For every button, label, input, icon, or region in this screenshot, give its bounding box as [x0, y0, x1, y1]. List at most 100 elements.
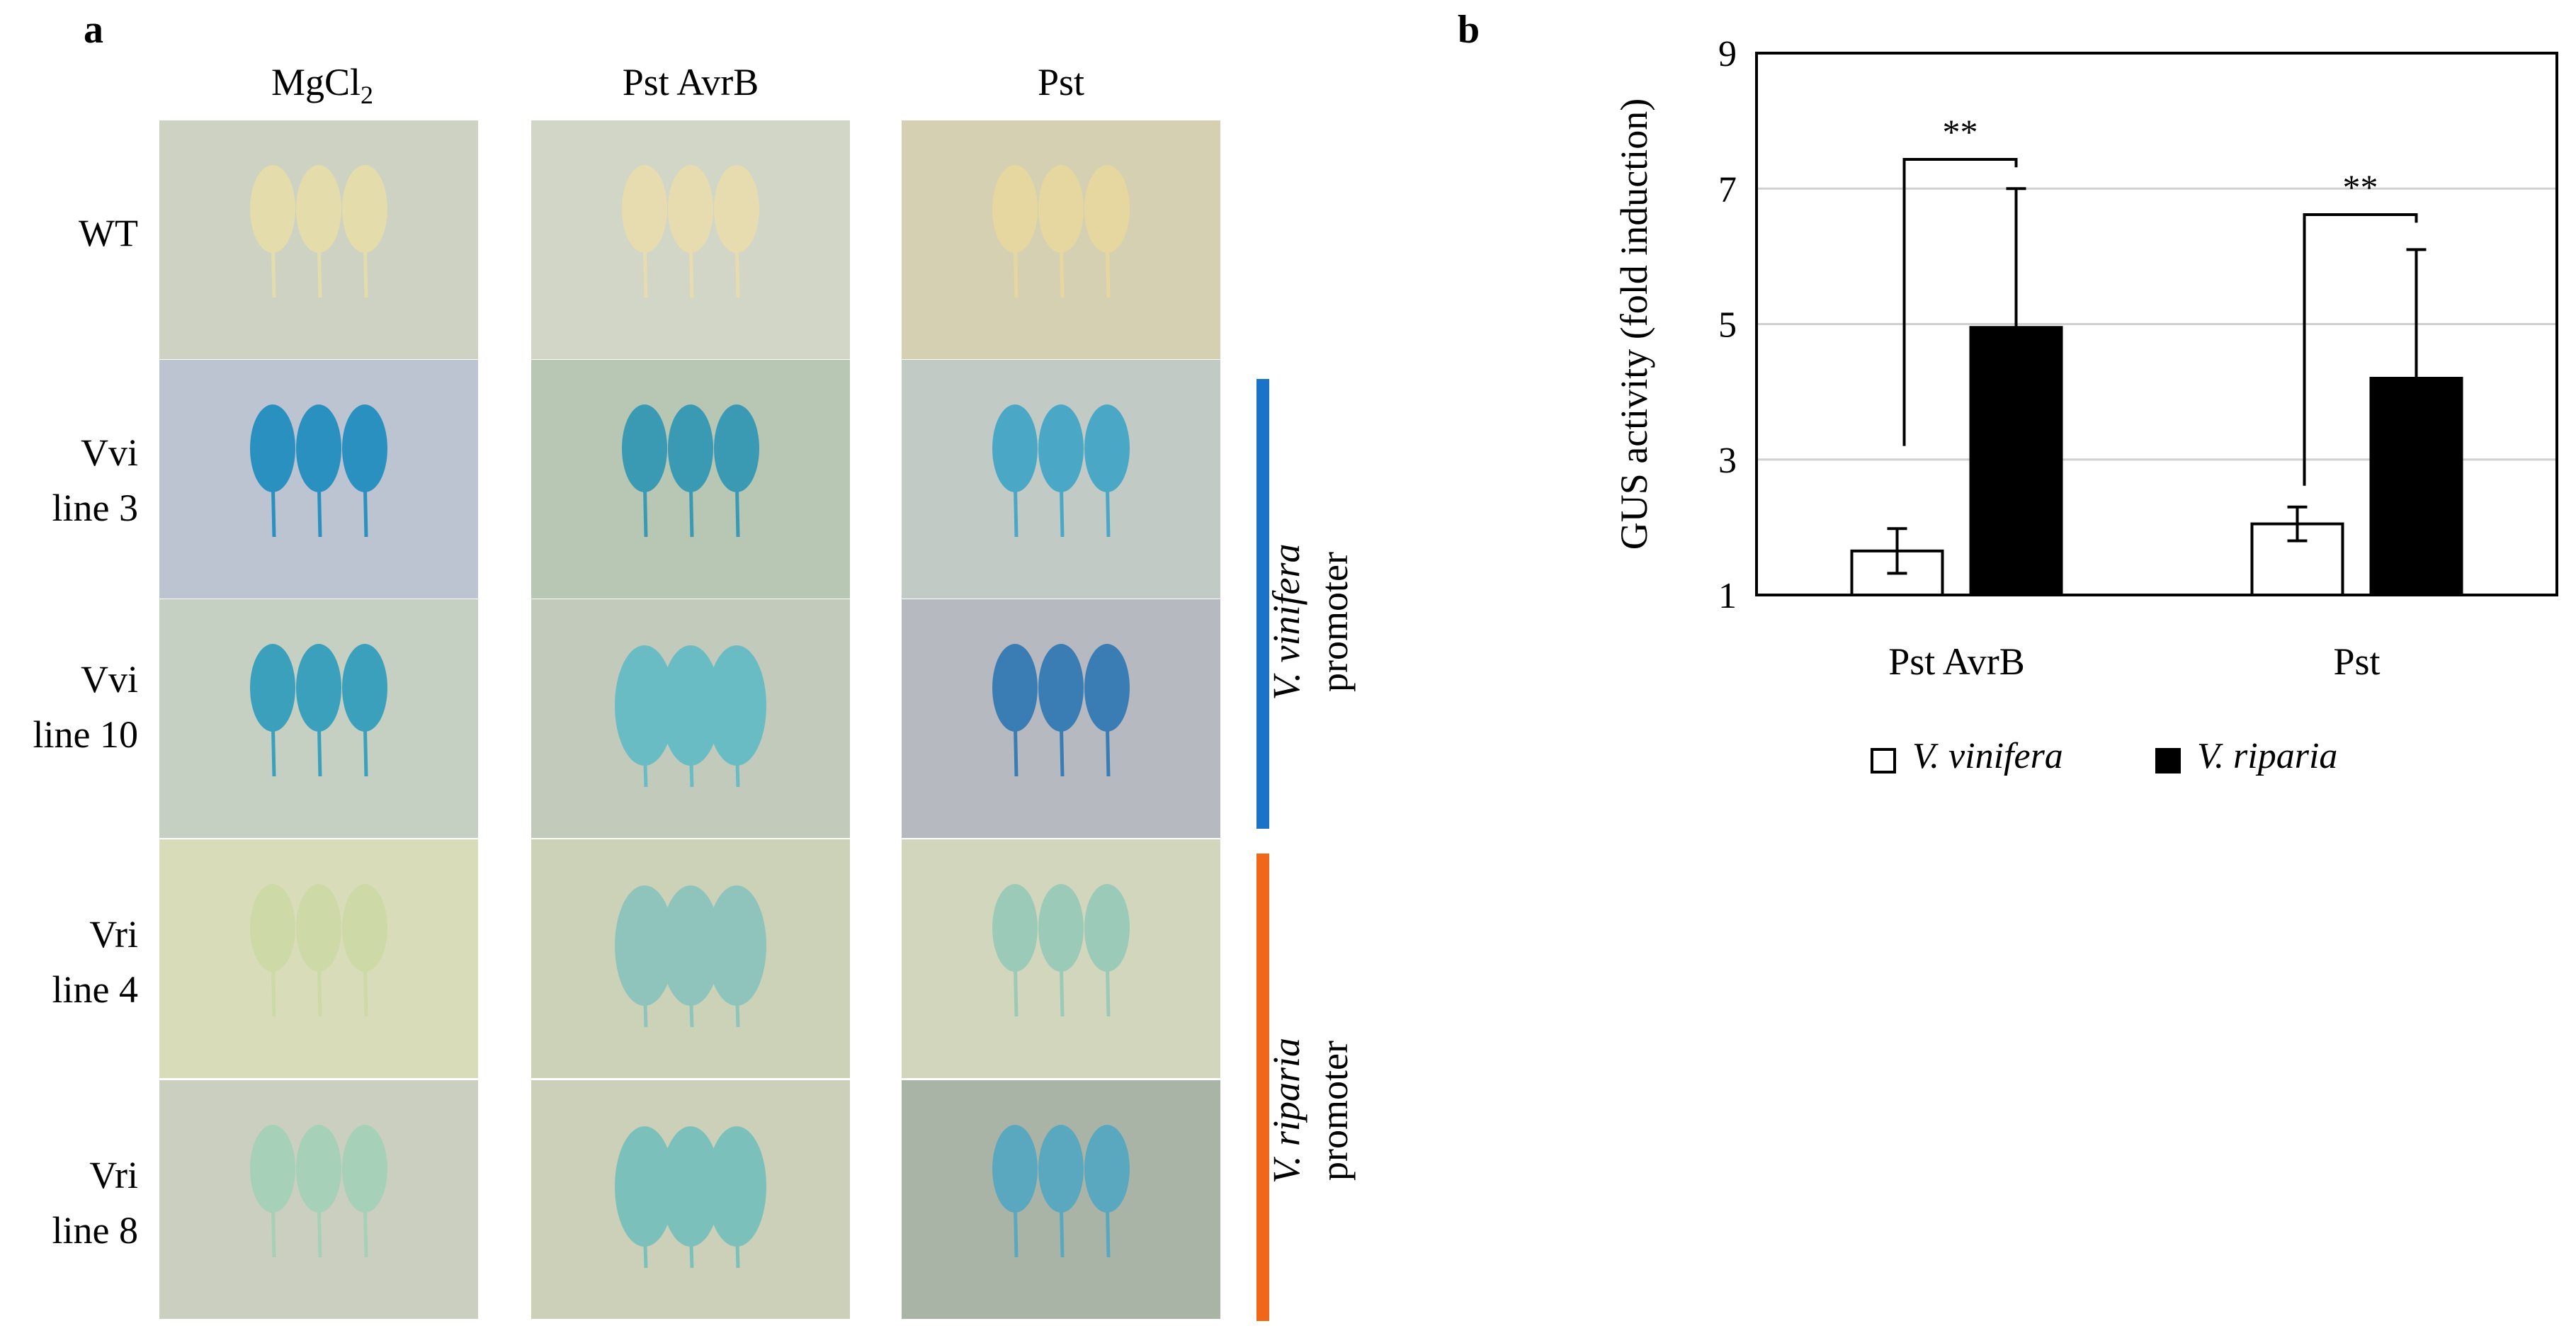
leaf [622, 165, 667, 298]
leaf [992, 884, 1038, 1017]
leaf-blade [707, 885, 766, 1006]
leaf [296, 644, 341, 777]
leaf-blade [296, 165, 341, 253]
significance-label: ** [1943, 112, 1978, 152]
leaf-blade [992, 404, 1038, 492]
gus-activity-bar-chart: 1 3 5 7 9 GUS activity (fold induction) Pst Av… [1613, 34, 2558, 683]
row-label-vri-8-line2: line 8 [52, 1209, 138, 1252]
leaf [342, 1125, 387, 1258]
leaf-blade [1084, 884, 1130, 972]
row-label-vvi-3: Vvi line 3 [4, 425, 138, 536]
leaf-blade [342, 644, 387, 732]
leaf [707, 645, 766, 788]
row-label-vvi-3-line2: line 3 [52, 487, 138, 529]
row-label-vvi-10-line1: Vvi [81, 658, 138, 701]
leaf [714, 165, 759, 298]
riparia-promoter-species: V. riparia [1265, 1037, 1307, 1184]
leaf [992, 1125, 1038, 1258]
leaf-blade [661, 885, 720, 1006]
leaf [992, 165, 1038, 298]
leaf-blade [714, 404, 759, 492]
leaf-blade [661, 1126, 720, 1247]
leaf [1038, 1125, 1084, 1258]
leaf-photo [902, 839, 1220, 1078]
leaf [250, 884, 295, 1017]
leaf-blade [296, 884, 341, 972]
leaf [1038, 644, 1084, 777]
leaf-blade [615, 645, 674, 766]
bar-riparia [2369, 377, 2463, 596]
riparia-promoter-bar [1256, 854, 1269, 1321]
leaf [342, 644, 387, 777]
leaf-blade [1038, 884, 1084, 972]
leaf-photo [531, 360, 850, 599]
row-label-vvi-10-line2: line 10 [33, 713, 138, 756]
row-label-vri-4-line2: line 4 [52, 968, 138, 1011]
leaf-photo [531, 599, 850, 838]
panel-a-label: a [84, 8, 103, 52]
leaf-blade [714, 165, 759, 253]
leaf-blade [707, 1126, 766, 1247]
leaf [1084, 165, 1130, 298]
vinifera-promoter-bar [1256, 379, 1269, 829]
leaf-blade [622, 165, 667, 253]
leaf-blade [992, 165, 1038, 253]
leaf-blade [250, 1125, 295, 1213]
leaf-photo [531, 1080, 850, 1319]
leaf [661, 1126, 720, 1269]
legend-swatch-riparia [2155, 748, 2181, 774]
leaf-blade [1084, 644, 1130, 732]
leaf-blade [342, 165, 387, 253]
leaf-photo [531, 839, 850, 1078]
y-tick-label: 1 [1718, 576, 1737, 616]
leaf-blade [615, 885, 674, 1006]
x-category-label: Pst [2333, 640, 2380, 683]
leaf-photo [902, 1080, 1220, 1319]
leaf-photo [902, 120, 1220, 359]
vinifera-promoter-species: V. vinifera [1265, 543, 1307, 701]
leaf-blade [342, 1125, 387, 1213]
row-label-wt-line1: WT [79, 212, 138, 254]
leaf [714, 404, 759, 538]
leaf-photo [159, 360, 478, 599]
leaf-blade [615, 1126, 674, 1247]
leaf-photo [159, 1080, 478, 1319]
leaf-blade [1084, 1125, 1130, 1213]
vinifera-promoter-word: promoter [1313, 552, 1356, 692]
leaf-blade [992, 644, 1038, 732]
leaf [250, 644, 295, 777]
riparia-promoter-word: promoter [1313, 1041, 1356, 1181]
y-tick-label: 7 [1718, 169, 1737, 210]
plot-frame [1755, 52, 2558, 596]
row-label-wt: WT [4, 205, 138, 261]
legend-label-riparia: V. riparia [2197, 736, 2338, 776]
leaf [1038, 884, 1084, 1017]
significance-bracket [1902, 158, 2018, 446]
legend-swatch-vinifera [1871, 748, 1896, 774]
leaf [661, 885, 720, 1028]
leaf-blade [296, 404, 341, 492]
leaf [296, 884, 341, 1017]
leaf-blade [992, 1125, 1038, 1213]
leaf [1084, 644, 1130, 777]
leaf-blade [622, 404, 667, 492]
leaf-photo [159, 839, 478, 1078]
leaf-blade [296, 644, 341, 732]
leaf-blade [1038, 165, 1084, 253]
y-tick-label: 9 [1718, 34, 1737, 74]
leaf-blade [668, 165, 713, 253]
leaf-photo [159, 120, 478, 359]
leaf [1084, 404, 1130, 538]
leaf [992, 404, 1038, 538]
row-label-vri-4: Vri line 4 [4, 907, 138, 1017]
leaf [250, 404, 295, 538]
riparia-promoter-label: V. riparia promoter [1262, 934, 1358, 1288]
y-axis-label: GUS activity (fold induction) [1613, 98, 1655, 550]
leaf-blade [707, 645, 766, 766]
leaf [1084, 884, 1130, 1017]
leaf-blade [661, 645, 720, 766]
bar-riparia [1969, 326, 2063, 596]
legend-label-vinifera: V. vinifera [1912, 736, 2063, 776]
column-title-mgcl2-text: MgCl [271, 61, 361, 103]
significance-label: ** [2343, 167, 2378, 207]
